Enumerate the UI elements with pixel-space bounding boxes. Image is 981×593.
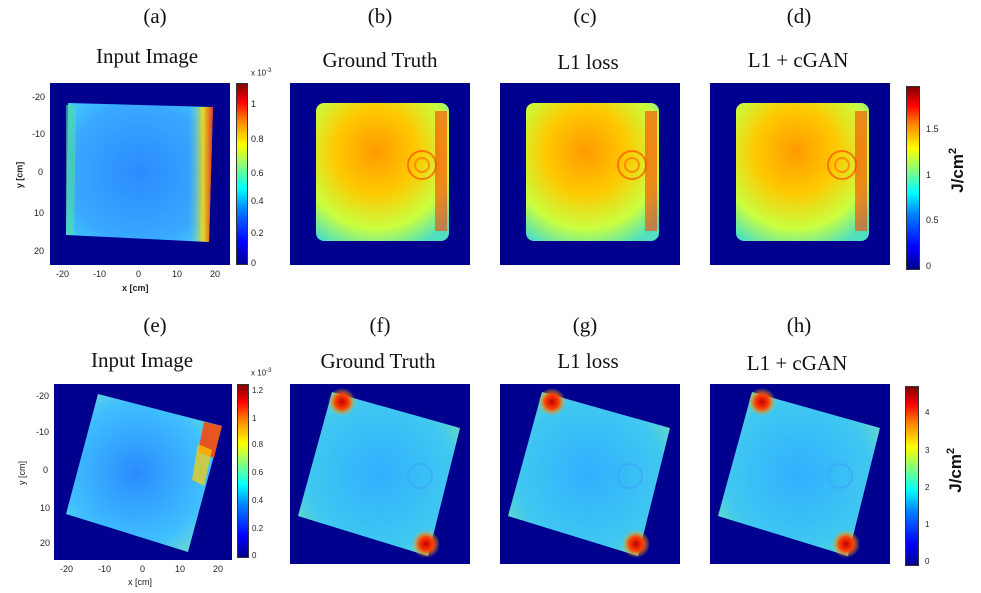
input-image-e (54, 384, 232, 560)
colorbar-tick: 2 (925, 483, 930, 492)
xtick: -20 (56, 269, 70, 279)
panel-label-c: (c) (573, 4, 597, 28)
colorbar-tick: 0 (925, 557, 930, 566)
colorbar-tick: 3 (925, 446, 930, 455)
input-image-a (50, 83, 230, 265)
ytick: -20 (32, 92, 46, 102)
title-l1-loss-1: L1 loss (557, 50, 619, 74)
colorbar-tick: 0.4 (251, 196, 264, 206)
ytick: 0 (43, 465, 49, 475)
y-axis-label: y [cm] (14, 161, 25, 189)
title-l1-loss-2: L1 loss (557, 349, 619, 373)
ytick: 0 (38, 167, 44, 177)
title-input-image-1: Input Image (95, 44, 199, 68)
colorbar-tick: 1.2 (252, 386, 264, 395)
xtick: 10 (172, 269, 183, 279)
dose-unit-label: J/cm2 (947, 147, 967, 193)
colorbar-tick: 1 (926, 170, 932, 180)
panel-label-h: (h) (786, 313, 812, 337)
title-ground-truth-2: Ground Truth (320, 349, 436, 373)
l1-loss-g (500, 384, 680, 564)
xtick: -20 (60, 564, 74, 574)
colorbar-tick: 0 (926, 261, 932, 271)
colorbar-input-a (236, 83, 248, 265)
ytick: -20 (36, 391, 50, 401)
title-ground-truth-1: Ground Truth (322, 48, 438, 72)
panel-label-b: (b) (367, 4, 393, 28)
ytick: 20 (34, 246, 45, 256)
ytick: 10 (34, 208, 45, 218)
panel-label-f: (f) (369, 313, 391, 337)
dose-unit-label: J/cm2 (945, 447, 965, 493)
ytick: -10 (36, 427, 50, 437)
xtick: -10 (93, 269, 107, 279)
l1-loss-c (500, 83, 680, 265)
colorbar-exponent: x 10-3 (251, 368, 272, 378)
title-input-image-2: Input Image (90, 348, 194, 372)
l1-cgan-d (710, 83, 890, 265)
panel-label-a: (a) (143, 4, 167, 28)
ytick: 20 (40, 538, 51, 548)
ytick: -10 (32, 129, 46, 139)
ground-truth-f (290, 384, 470, 564)
colorbar-tick: 1 (251, 99, 257, 109)
ground-truth-b (290, 83, 470, 265)
x-axis-label: x [cm] (122, 283, 149, 293)
colorbar-tick: 0 (252, 551, 257, 560)
colorbar-tick: 4 (925, 408, 930, 417)
colorbar-tick: 0.6 (251, 168, 264, 178)
colorbar-exponent: x 10-3 (251, 68, 272, 78)
colorbar-tick: 0.4 (252, 496, 264, 505)
colorbar-dose-2 (905, 386, 919, 566)
panel-label-e: (e) (143, 313, 167, 337)
xtick: 20 (213, 564, 224, 574)
xtick: 0 (136, 269, 142, 279)
colorbar-tick: 0.8 (252, 440, 264, 449)
xtick: -10 (98, 564, 112, 574)
l1-cgan-h (710, 384, 890, 564)
colorbar-tick: 0.2 (252, 524, 264, 533)
colorbar-tick: 1.5 (926, 124, 939, 134)
colorbar-dose-1 (906, 86, 920, 270)
x-axis-label: x [cm] (128, 577, 152, 587)
colorbar-tick: 1 (252, 414, 257, 423)
colorbar-tick: 0.6 (252, 468, 264, 477)
panel-label-g: (g) (572, 313, 598, 337)
xtick: 20 (210, 269, 221, 279)
title-l1-cgan-1: L1 + cGAN (747, 48, 849, 72)
xtick: 0 (140, 564, 146, 574)
panel-label-d: (d) (786, 4, 812, 28)
ytick: 10 (40, 503, 51, 513)
xtick: 10 (175, 564, 186, 574)
title-l1-cgan-2: L1 + cGAN (746, 351, 848, 375)
colorbar-tick: 0.5 (926, 215, 939, 225)
colorbar-tick: 0.2 (251, 228, 264, 238)
colorbar-input-e (237, 384, 249, 558)
colorbar-tick: 1 (925, 520, 930, 529)
y-axis-label: y [cm] (17, 461, 27, 485)
colorbar-tick: 0 (251, 258, 257, 268)
colorbar-tick: 0.8 (251, 134, 264, 144)
